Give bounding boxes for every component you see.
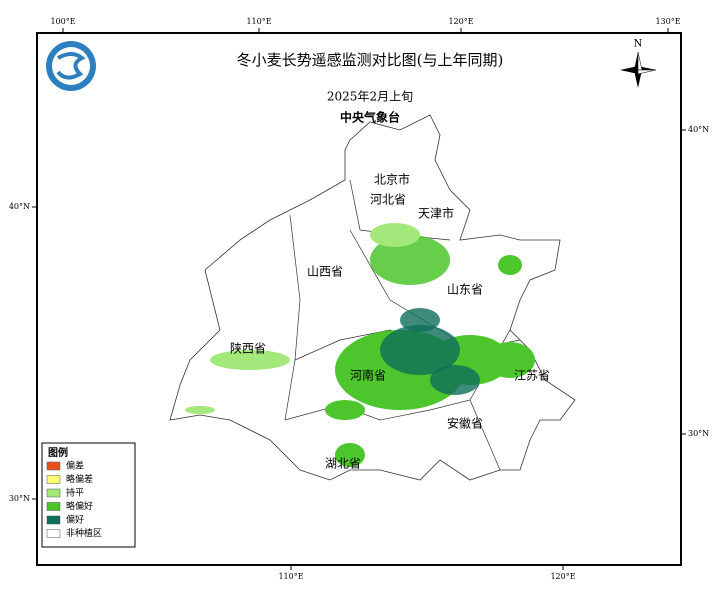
crop-patches [185,223,535,467]
province-label: 陕西省 [230,341,266,356]
legend-label: 偏差 [66,460,84,472]
compass [620,51,657,88]
legend-label: 略偏差 [66,473,93,485]
province-label: 江苏省 [514,369,550,383]
agency: 中央气象台 [340,110,400,125]
legend-label: 略偏好 [66,500,93,512]
logo [46,41,96,91]
province-label: 湖北省 [325,456,361,471]
province-label: 安徽省 [447,416,483,431]
tick-label: 40°N [9,202,30,211]
legend-label: 非种植区 [66,527,102,539]
tick-label: 110°E [278,572,303,581]
tick-label: 110°E [246,17,271,26]
legend-swatch [46,502,61,511]
legend-label: 偏好 [66,514,84,526]
subtitle: 2025年2月上旬 [327,90,413,104]
tick-label: 30°N [688,429,709,438]
legend-swatch [46,515,61,525]
province-label: 天津市 [418,206,454,221]
province-label: 北京市 [374,172,410,187]
tick-label: 120°E [550,572,575,581]
tick-label: 40°N [688,125,709,134]
tick-label: 120°E [448,17,473,26]
tick-label: 130°E [655,17,680,26]
province-label: 山东省 [447,283,483,297]
legend-title: 图例 [48,446,68,459]
legend-swatch [46,488,61,498]
legend-label: 持平 [66,487,84,499]
tick-label: 100°E [50,17,75,26]
legend-swatch [46,475,61,484]
title: 冬小麦长势遥感监测对比图(与上年同期) [237,51,504,69]
province-label: 河南省 [350,368,386,383]
province-label: 河北省 [370,193,406,207]
tick-label: 30°N [9,494,30,503]
compass-label: N [634,39,643,50]
ticks [32,28,686,570]
legend-swatch [46,529,61,538]
legend-swatch [46,461,61,471]
province-label: 山西省 [307,265,343,279]
